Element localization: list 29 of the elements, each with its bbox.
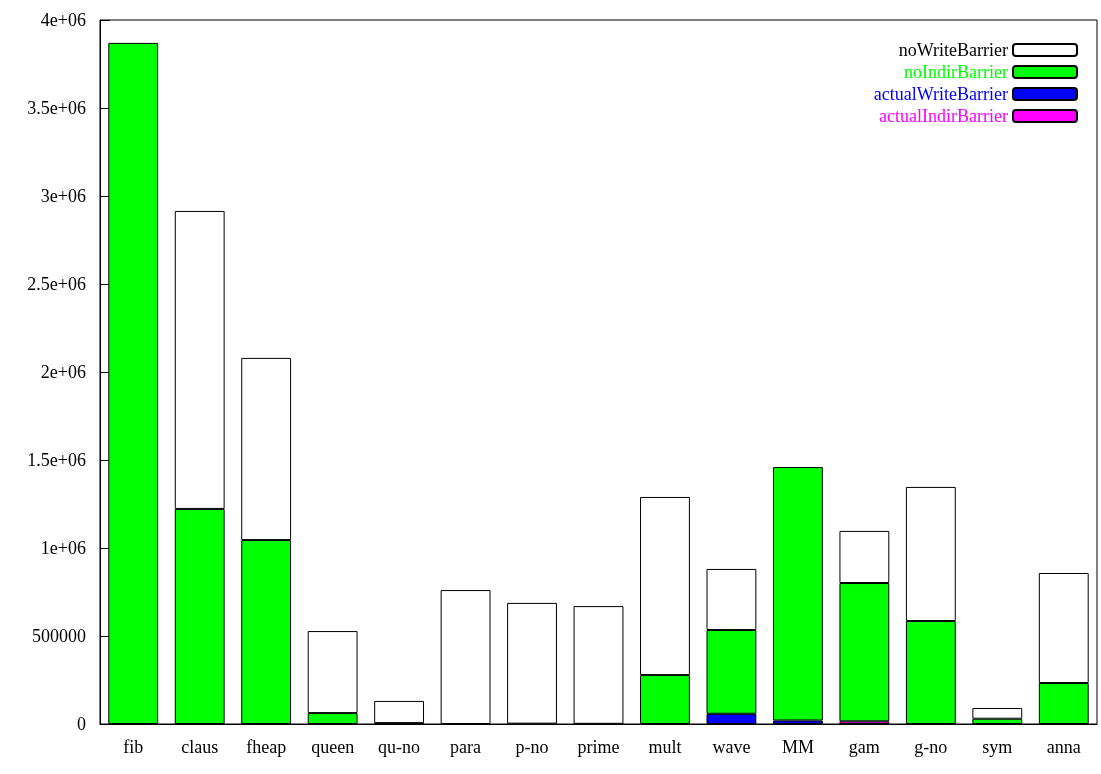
y-tick-label: 1.5e+06	[27, 450, 86, 470]
x-tick-label: para	[450, 737, 482, 757]
x-tick-label: wave	[712, 737, 751, 757]
y-tick-label: 1e+06	[40, 538, 86, 558]
x-tick-label: gam	[848, 737, 880, 757]
x-tick-label: MM	[781, 737, 814, 757]
x-tick-label: queen	[311, 737, 355, 757]
x-tick-label: anna	[1046, 737, 1081, 757]
y-tick-label: 3.5e+06	[27, 98, 86, 118]
x-tick-label: mult	[648, 737, 682, 757]
y-tick-label: 3e+06	[40, 186, 86, 206]
legend-label: noWriteBarrier	[898, 40, 1008, 60]
x-tick-label: sym	[982, 737, 1013, 757]
y-tick-label: 2.5e+06	[27, 274, 86, 294]
x-tick-label: fib	[123, 737, 144, 757]
y-tick-label: 500000	[32, 626, 86, 646]
legend-label: actualWriteBarrier	[873, 84, 1008, 104]
y-tick-label: 2e+06	[40, 362, 86, 382]
legend-label: actualIndirBarrier	[879, 106, 1008, 126]
x-tick-label: qu-no	[378, 737, 421, 757]
x-tick-label: claus	[181, 737, 219, 757]
x-tick-label: p-no	[515, 737, 549, 757]
x-tick-label: fheap	[246, 737, 287, 757]
bar	[772, 467, 823, 721]
x-tick-label: g-no	[914, 737, 948, 757]
x-tick-label: prime	[577, 737, 620, 757]
legend-label: noIndirBarrier	[904, 62, 1008, 82]
y-tick-label: 4e+06	[40, 10, 86, 30]
y-tick-label: 0	[77, 714, 86, 734]
